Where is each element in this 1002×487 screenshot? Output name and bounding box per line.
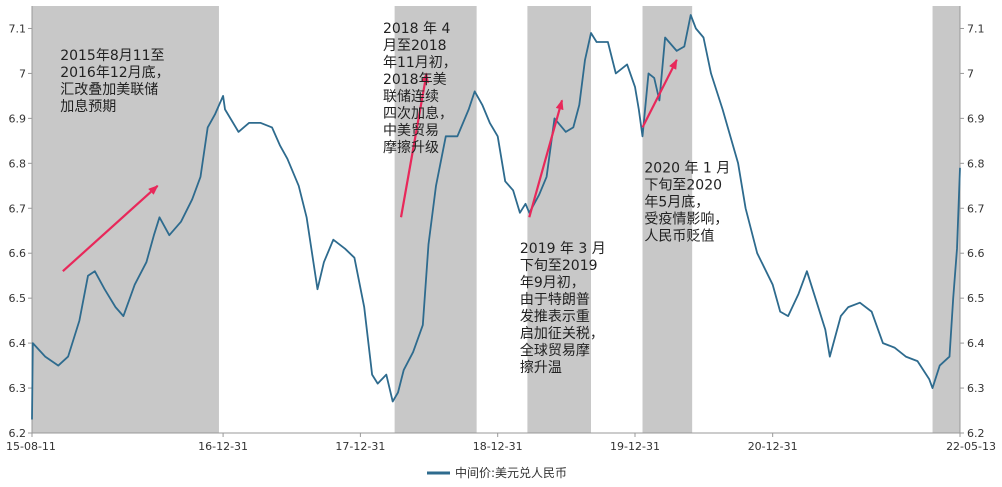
annotation-line: 2015年8月11至 [60, 48, 164, 64]
y-tick-label-left: 6.3 [9, 382, 27, 395]
annotation-line: 启加征关税， [520, 326, 604, 342]
annotation-line: 下旬至2020 [644, 177, 722, 193]
annotation-text: 2020 年 1 月下旬至2020 年5月底，受疫情影响，人民币贬值 [644, 160, 730, 244]
annotation-line: 中美贸易 [383, 123, 439, 139]
annotation-line: 2018 年 4 [383, 21, 451, 37]
annotation-line: 2016年12月底， [60, 65, 169, 81]
annotation-line: 由于特朗普 [520, 292, 590, 308]
y-tick-label-left: 7 [19, 67, 26, 80]
y-tick-label-left: 6.2 [9, 427, 27, 440]
annotation-line: 月至2018 [383, 38, 447, 54]
annotation-line: 加息预期 [60, 98, 116, 115]
y-tick-label-right: 7.1 [967, 22, 985, 35]
annotation-line: 2018年美 [383, 72, 447, 88]
y-tick-label-left: 6.7 [9, 202, 27, 215]
x-tick-label: 16-12-31 [198, 440, 248, 453]
trend-arrow [399, 72, 429, 218]
x-tick-label: 20-12-31 [748, 440, 798, 453]
y-tick-label-left: 6.4 [9, 337, 27, 350]
y-tick-label-right: 6.4 [967, 337, 985, 350]
y-tick-label-left: 6.8 [9, 157, 27, 170]
annotation-line: 四次加息， [383, 105, 453, 122]
annotation-line: 年9月初， [520, 274, 585, 291]
annotation-text: 2018 年 4 月至2018 年11月初， 2018年美联储连续四次加息，中美贸易摩… [383, 21, 457, 156]
annotation-line: 2020 年 1 月 [644, 160, 730, 176]
y-tick-label-left: 6.5 [9, 292, 27, 305]
y-tick-label-right: 6.8 [967, 157, 985, 170]
annotation-line: 摩擦升级 [383, 139, 439, 156]
arrow-layer [62, 59, 678, 273]
y-tick-label-left: 7.1 [9, 22, 27, 35]
legend: 中间价:美元兑人民币 [427, 465, 567, 480]
trend-arrow [528, 99, 564, 218]
y-tick-label-right: 7 [967, 67, 974, 80]
annotation-line: 下旬至2019 [520, 258, 598, 274]
annotation-line: 人民币贬值 [644, 228, 714, 244]
annotation-text: 2015年8月11至 2016年12月底，汇改叠加美联储加息预期 [60, 48, 169, 115]
y-tick-label-left: 6.6 [9, 247, 27, 260]
x-tick-label: 15-08-11 [6, 440, 56, 453]
annotation-line: 发推表示重 [520, 309, 590, 325]
trend-arrow [641, 59, 678, 128]
y-tick-label-right: 6.5 [967, 292, 985, 305]
shaded-periods [32, 6, 960, 433]
series-line [31, 14, 961, 420]
annotation-line: 2019 年 3 月 [520, 241, 606, 257]
x-tick-label: 22-05-13 [946, 440, 996, 453]
y-tick-label-right: 6.7 [967, 202, 985, 215]
annotation-line: 汇改叠加美联储 [60, 82, 158, 98]
y-tick-label-right: 6.2 [967, 427, 985, 440]
legend-label: 中间价:美元兑人民币 [455, 465, 567, 480]
y-tick-label-right: 6.3 [967, 382, 985, 395]
series-layer [31, 14, 961, 420]
annotation-line: 年5月底， [644, 194, 709, 210]
annotation-line: 擦升温 [520, 359, 562, 376]
annotation-line: 全球贸易摩 [520, 342, 590, 359]
x-tick-label: 17-12-31 [335, 440, 385, 453]
shaded-period [527, 6, 591, 433]
annotation-line: 年11月初， [383, 54, 457, 71]
x-tick-label: 18-12-31 [473, 440, 523, 453]
annotation-line: 联储连续 [383, 88, 439, 105]
x-tick-label: 19-12-31 [610, 440, 660, 453]
y-tick-label-left: 6.9 [9, 112, 27, 125]
annotation-line: 受疫情影响， [644, 211, 728, 227]
trend-arrow [62, 184, 159, 273]
y-tick-label-right: 6.6 [967, 247, 985, 260]
shaded-period [932, 6, 960, 433]
axes: 6.2 6.2 6.3 6.3 6.4 6.4 6.5 6.5 6.6 6.6 6.7 6.7 6.8 6… [6, 6, 996, 453]
annotation-text: 2019 年 3 月下旬至2019 年9月初，由于特朗普发推表示重启加征关税，全球… [520, 241, 606, 376]
y-tick-label-right: 6.9 [967, 112, 985, 125]
